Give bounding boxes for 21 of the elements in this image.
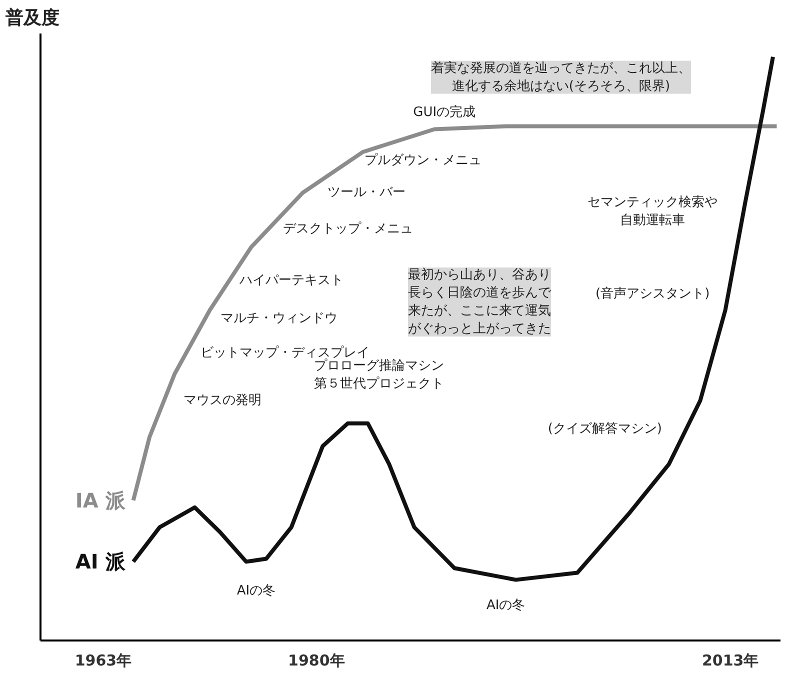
- series-label: IA 派: [75, 488, 126, 512]
- annotation: デスクトップ・メニュ: [282, 222, 413, 237]
- x-tick-label: 1963年: [74, 652, 132, 670]
- annotation: (音声アシスタント): [595, 286, 710, 302]
- annotation: セマンティック検索や自動運転車: [588, 195, 718, 228]
- annotation: プルダウン・メニュ: [364, 153, 482, 168]
- annotation: AIの冬: [236, 583, 276, 598]
- annotation: プロローグ推論マシン第５世代プロジェクト: [314, 358, 444, 392]
- annotation: ツール・バー: [328, 184, 406, 200]
- annotation: AIの冬: [486, 598, 526, 613]
- annotation: 最初から山あり、谷あり長らく日陰の道を歩んで来たが、ここに来て運気がぐわっと上がってきた: [408, 267, 552, 336]
- annotation: GUIの完成: [413, 104, 476, 120]
- annotation: マルチ・ウィンドウ: [220, 310, 338, 326]
- x-tick-label: 2013年: [702, 652, 759, 670]
- series-label: AI 派: [75, 550, 126, 574]
- y-axis-title: 普及度: [4, 8, 60, 28]
- annotation: (クイズ解答マシン): [548, 422, 662, 437]
- annotation: 着実な発展の道を辿ってきたが、これ以上、進化する余地はない(そろそろ、限界): [431, 60, 692, 94]
- x-tick-label: 1980年: [288, 652, 345, 670]
- annotation: ハイパーテキスト: [238, 272, 344, 288]
- annotation: マウスの発明: [183, 393, 262, 408]
